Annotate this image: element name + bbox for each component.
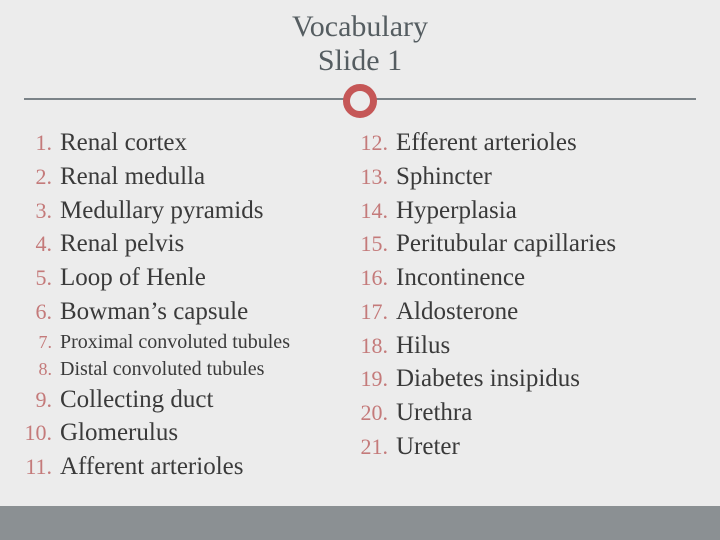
list-item: 19.Diabetes insipidus <box>360 362 696 396</box>
item-term: Loop of Henle <box>60 261 206 295</box>
item-term: Medullary pyramids <box>60 194 263 228</box>
item-number: 1. <box>24 128 60 158</box>
item-number: 20. <box>360 398 396 428</box>
right-column: 12.Efferent arterioles13.Sphincter14.Hyp… <box>360 126 696 484</box>
item-term: Urethra <box>396 396 472 430</box>
title-block: Vocabulary Slide 1 <box>0 0 720 78</box>
list-item: 12.Efferent arterioles <box>360 126 696 160</box>
item-term: Hyperplasia <box>396 194 517 228</box>
list-item: 15.Peritubular capillaries <box>360 227 696 261</box>
item-number: 3. <box>24 196 60 226</box>
list-item: 17.Aldosterone <box>360 295 696 329</box>
item-term: Sphincter <box>396 160 492 194</box>
list-item: 5.Loop of Henle <box>24 261 360 295</box>
item-term: Ureter <box>396 430 460 464</box>
bottom-bar <box>0 506 720 540</box>
item-term: Hilus <box>396 329 450 363</box>
item-number: 5. <box>24 263 60 293</box>
list-item: 3.Medullary pyramids <box>24 194 360 228</box>
item-term: Bowman’s capsule <box>60 295 248 329</box>
divider <box>0 80 720 120</box>
item-number: 10. <box>24 418 60 448</box>
list-item: 16.Incontinence <box>360 261 696 295</box>
item-number: 11. <box>24 452 60 482</box>
list-item: 2.Renal medulla <box>24 160 360 194</box>
list-item: 9.Collecting duct <box>24 383 360 417</box>
item-number: 16. <box>360 263 396 293</box>
item-term: Distal convoluted tubules <box>60 356 264 383</box>
item-number: 18. <box>360 331 396 361</box>
title-line-2: Slide 1 <box>0 44 720 78</box>
list-item: 11.Afferent arterioles <box>24 450 360 484</box>
item-number: 19. <box>360 364 396 394</box>
list-item: 8.Distal convoluted tubules <box>24 356 360 383</box>
item-term: Incontinence <box>396 261 525 295</box>
item-term: Renal pelvis <box>60 227 184 261</box>
item-number: 7. <box>24 330 60 354</box>
divider-circle-icon <box>343 84 377 118</box>
title-line-1: Vocabulary <box>0 10 720 44</box>
item-term: Proximal convoluted tubules <box>60 329 290 356</box>
item-number: 14. <box>360 196 396 226</box>
item-number: 2. <box>24 162 60 192</box>
list-item: 14.Hyperplasia <box>360 194 696 228</box>
item-number: 15. <box>360 229 396 259</box>
list-item: 1.Renal cortex <box>24 126 360 160</box>
item-term: Collecting duct <box>60 383 213 417</box>
item-term: Glomerulus <box>60 416 178 450</box>
item-term: Afferent arterioles <box>60 450 243 484</box>
left-column: 1.Renal cortex2.Renal medulla3.Medullary… <box>24 126 360 484</box>
item-number: 13. <box>360 162 396 192</box>
item-number: 9. <box>24 385 60 415</box>
item-number: 17. <box>360 297 396 327</box>
item-term: Efferent arterioles <box>396 126 577 160</box>
list-item: 7.Proximal convoluted tubules <box>24 329 360 356</box>
item-number: 8. <box>24 357 60 381</box>
list-item: 13.Sphincter <box>360 160 696 194</box>
item-term: Peritubular capillaries <box>396 227 616 261</box>
item-term: Renal medulla <box>60 160 205 194</box>
list-item: 10.Glomerulus <box>24 416 360 450</box>
list-item: 4.Renal pelvis <box>24 227 360 261</box>
list-item: 18.Hilus <box>360 329 696 363</box>
list-item: 20.Urethra <box>360 396 696 430</box>
item-number: 4. <box>24 229 60 259</box>
list-item: 21.Ureter <box>360 430 696 464</box>
item-number: 12. <box>360 128 396 158</box>
item-number: 21. <box>360 432 396 462</box>
item-term: Diabetes insipidus <box>396 362 580 396</box>
list-item: 6.Bowman’s capsule <box>24 295 360 329</box>
item-term: Aldosterone <box>396 295 518 329</box>
item-number: 6. <box>24 297 60 327</box>
content-columns: 1.Renal cortex2.Renal medulla3.Medullary… <box>0 120 720 484</box>
slide: Vocabulary Slide 1 1.Renal cortex2.Renal… <box>0 0 720 540</box>
item-term: Renal cortex <box>60 126 187 160</box>
